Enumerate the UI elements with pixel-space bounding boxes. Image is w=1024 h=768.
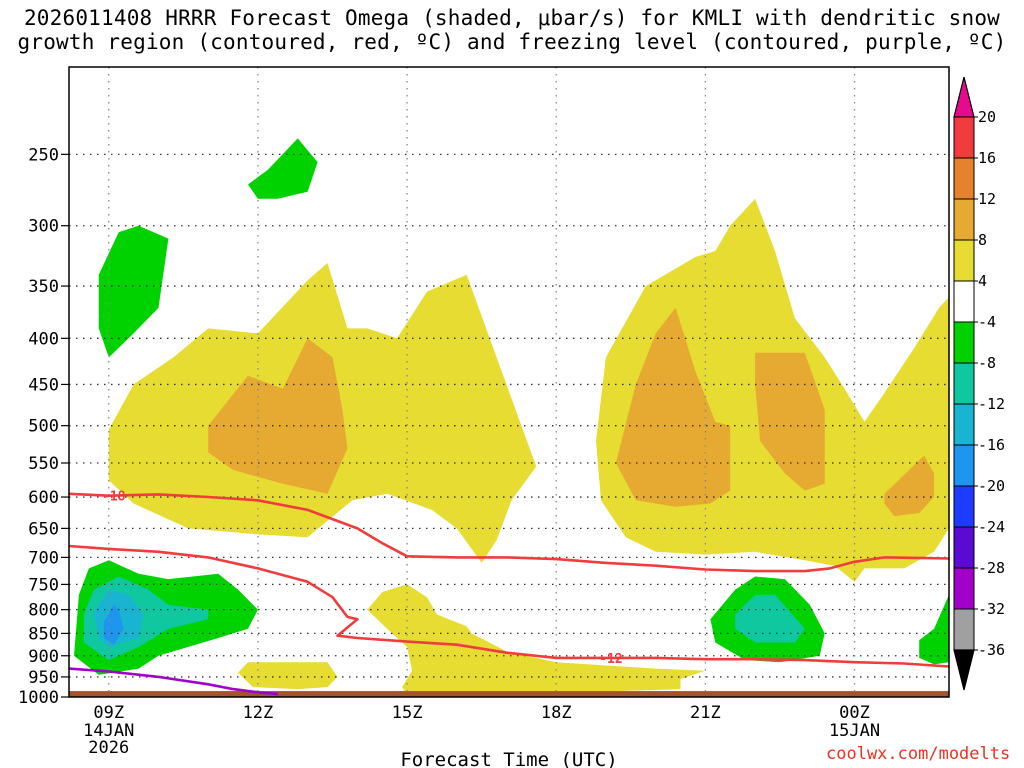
plot-frame [68, 66, 950, 698]
y-axis: 250 300 350 400 450 500 550 600 650 700 750 800 850 9… [18, 145, 69, 708]
isotherm-label-1: -12 [599, 652, 622, 667]
colorbar-swatch-12 [953, 608, 975, 651]
x-axis-label: Forecast Time (UTC) [400, 749, 617, 768]
y-tick-label-550: 550 [28, 454, 59, 474]
dendritic-isotherm-1 [68, 544, 950, 668]
colorbar-swatch-0 [953, 116, 975, 159]
colorbar-swatch-1 [953, 157, 975, 200]
ground-surface [69, 691, 949, 697]
x-tick-label-12Z: 12Z [243, 703, 274, 723]
y-tick-label-500: 500 [28, 417, 59, 437]
colorbar-label-9: -20 [978, 477, 1005, 495]
y-tick-label-450: 450 [28, 375, 59, 395]
omega-region-orange-4 [755, 352, 825, 491]
x-tick-label-00Z: 00Z [839, 703, 870, 723]
x-tick-label-09Z: 09Z [93, 703, 124, 723]
colorbar-label-3: 8 [978, 231, 987, 249]
grid [69, 67, 949, 697]
chart-title: 2026011408 HRRR Forecast Omega (shaded, … [0, 6, 1024, 54]
y-tick-label-300: 300 [28, 217, 59, 237]
omega-region-orange-3 [615, 307, 731, 507]
dendritic-isotherm-0 [68, 492, 950, 573]
y-tick-label-750: 750 [28, 575, 59, 595]
omega-region-yellow-6 [367, 584, 706, 695]
colorbar-label-12: -32 [978, 600, 1005, 618]
omega-region-green-16 [919, 594, 949, 665]
colorbar-swatch-11 [953, 567, 975, 610]
title-line-1: 2026011408 HRRR Forecast Omega (shaded, … [23, 6, 1001, 30]
colorbar-swatch-4 [953, 280, 975, 323]
isotherms: -18 -12 [68, 490, 950, 696]
colorbar-swatch-3 [953, 239, 975, 282]
omega-region-yellow-7 [238, 662, 338, 690]
colorbar-label-5: -4 [978, 313, 996, 331]
omega-region-orange-1 [208, 338, 348, 494]
x-tick-year-09Z: 2026 [88, 738, 129, 758]
colorbar-label-0: 20 [978, 108, 996, 126]
colorbar-label-6: -8 [978, 354, 996, 372]
x-tick-date-09Z: 14JAN [83, 721, 134, 741]
omega-region-teal-15 [735, 594, 805, 643]
x-tick-label-15Z: 15Z [392, 703, 423, 723]
y-tick-label-850: 850 [28, 624, 59, 644]
colorbar-label-1: 16 [978, 149, 996, 167]
y-tick-label-800: 800 [28, 601, 59, 621]
y-tick-label-700: 700 [28, 548, 59, 568]
colorbar-swatch-2 [953, 198, 975, 241]
freezing-isotherm-2 [68, 667, 278, 696]
colorbar-swatch-6 [953, 362, 975, 405]
omega-regions [74, 138, 949, 695]
colorbar-swatch-8 [953, 444, 975, 487]
colorbar-label-10: -24 [978, 518, 1005, 536]
colorbar-label-8: -16 [978, 436, 1005, 454]
colorbar-label-11: -28 [978, 559, 1005, 577]
watermark: coolwx.com/modelts [826, 744, 1011, 764]
omega-region-green-8 [98, 225, 169, 358]
colorbar-swatch-7 [953, 403, 975, 446]
y-tick-label-600: 600 [28, 488, 59, 508]
colorbar-label-7: -12 [978, 395, 1005, 413]
colorbar-label-4: 4 [978, 272, 987, 290]
x-tick-date-00Z: 15JAN [829, 721, 880, 741]
colorbar-swatch-10 [953, 526, 975, 569]
isotherm-label-0: -18 [102, 490, 126, 505]
x-tick-label-18Z: 18Z [541, 703, 572, 723]
colorbar-swatch-5 [953, 321, 975, 364]
omega-region-green-9 [248, 138, 318, 199]
omega-region-orange-5 [884, 455, 935, 517]
colorbar: 20 16 12 8 4 -4 -8 -12 -16 -20 -24 -28 -32 -36 [953, 76, 1005, 691]
colorbar-swatch-9 [953, 485, 975, 528]
y-tick-label-350: 350 [28, 277, 59, 297]
y-tick-label-400: 400 [28, 329, 59, 349]
y-tick-label-900: 900 [28, 647, 59, 667]
colorbar-min-arrow [953, 649, 975, 691]
y-tick-label-1000: 1000 [18, 688, 59, 708]
x-tick-label-21Z: 21Z [690, 703, 721, 723]
colorbar-label-13: -36 [978, 641, 1005, 659]
y-tick-label-250: 250 [28, 145, 59, 165]
title-line-2: growth region (contoured, red, ºC) and f… [17, 30, 1007, 54]
colorbar-max-arrow [953, 76, 975, 118]
colorbar-label-2: 12 [978, 190, 996, 208]
y-tick-label-650: 650 [28, 519, 59, 539]
y-tick-label-950: 950 [28, 668, 59, 688]
